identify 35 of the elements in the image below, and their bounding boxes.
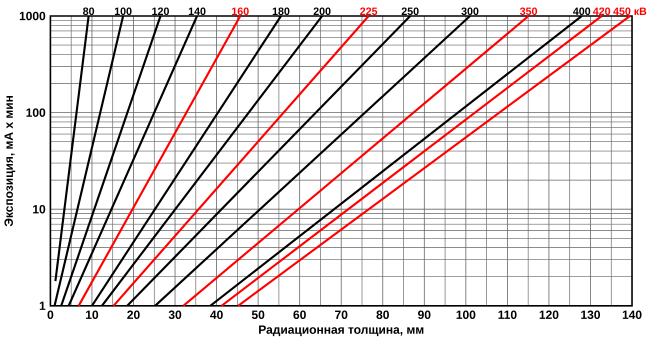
series-label: 140 <box>188 8 206 16</box>
series-label: 250 <box>402 8 419 16</box>
x-tick-label: 20 <box>127 310 140 320</box>
series-label: 120 <box>152 8 169 16</box>
series-label: 400 <box>573 8 590 16</box>
x-tick-label: 140 <box>622 310 642 320</box>
series-label: 160 <box>232 8 249 16</box>
series-label: 420 <box>592 8 610 16</box>
series-label: 300 <box>461 8 478 16</box>
x-tick-label: 30 <box>168 310 182 320</box>
series-label: 225 <box>360 8 378 16</box>
y-axis-title: Экспозиция, мА х мин <box>4 96 16 226</box>
series-label: 180 <box>272 8 290 16</box>
y-tick-label: 1000 <box>20 12 46 20</box>
series-label: 80 <box>83 8 94 16</box>
x-tick-label: 70 <box>335 310 348 320</box>
x-tick-label: 90 <box>418 310 430 320</box>
series-label: 100 <box>114 8 132 16</box>
x-tick-label: 100 <box>456 310 476 320</box>
y-tick-label: 10 <box>33 205 46 214</box>
y-tick-label: 100 <box>26 108 46 117</box>
series-label: 450 кВ <box>613 8 646 16</box>
x-tick-label: 120 <box>540 310 558 320</box>
x-tick-label: 40 <box>210 310 223 320</box>
x-tick-label: 60 <box>293 310 306 320</box>
x-tick-label: 10 <box>86 310 98 320</box>
x-tick-label: 110 <box>498 310 517 320</box>
x-axis-title: Радиационная толщина, мм <box>259 326 424 336</box>
x-tick-label: 0 <box>48 310 54 320</box>
series-label: 200 <box>314 8 331 16</box>
y-tick-label: 1 <box>40 302 46 310</box>
x-tick-label: 80 <box>376 310 389 320</box>
x-tick-label: 50 <box>252 310 264 320</box>
series-label: 350 <box>520 8 538 16</box>
x-tick-label: 130 <box>581 310 600 320</box>
